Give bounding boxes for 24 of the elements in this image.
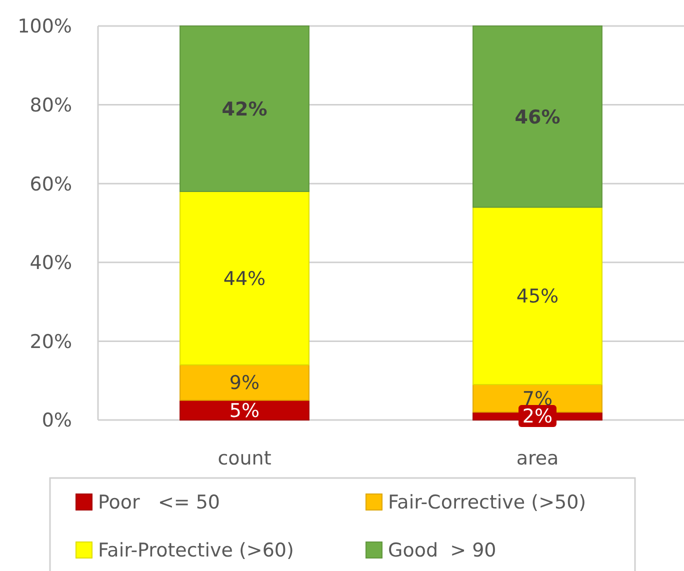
legend-label: Poor <= 50: [98, 492, 220, 514]
bar: [180, 364, 310, 401]
y-tick-label: 40%: [30, 252, 72, 274]
data-label: 9%: [229, 372, 260, 394]
bar: [180, 26, 310, 192]
bar: [472, 206, 602, 386]
legend-label: Fair-Protective (>60): [98, 540, 294, 562]
data-label: 42%: [222, 98, 268, 120]
data-label: 45%: [516, 286, 559, 308]
legend-label: Good > 90: [388, 540, 496, 562]
x-tick-label: area: [516, 448, 559, 470]
data-label: 44%: [223, 268, 266, 290]
y-tick-label: 0%: [42, 410, 72, 432]
data-label: 5%: [229, 400, 260, 422]
data-label: 46%: [514, 106, 560, 128]
x-tick-label: count: [218, 448, 272, 470]
data-label: 2%: [522, 406, 553, 428]
y-tick-label: 20%: [30, 330, 72, 353]
bar: [472, 26, 602, 208]
legend-label: Fair-Corrective (>50): [388, 492, 586, 514]
y-tick-label: 100%: [18, 16, 72, 38]
bar: [180, 190, 310, 366]
y-tick-label: 60%: [30, 173, 72, 196]
y-tick-label: 80%: [30, 94, 72, 116]
